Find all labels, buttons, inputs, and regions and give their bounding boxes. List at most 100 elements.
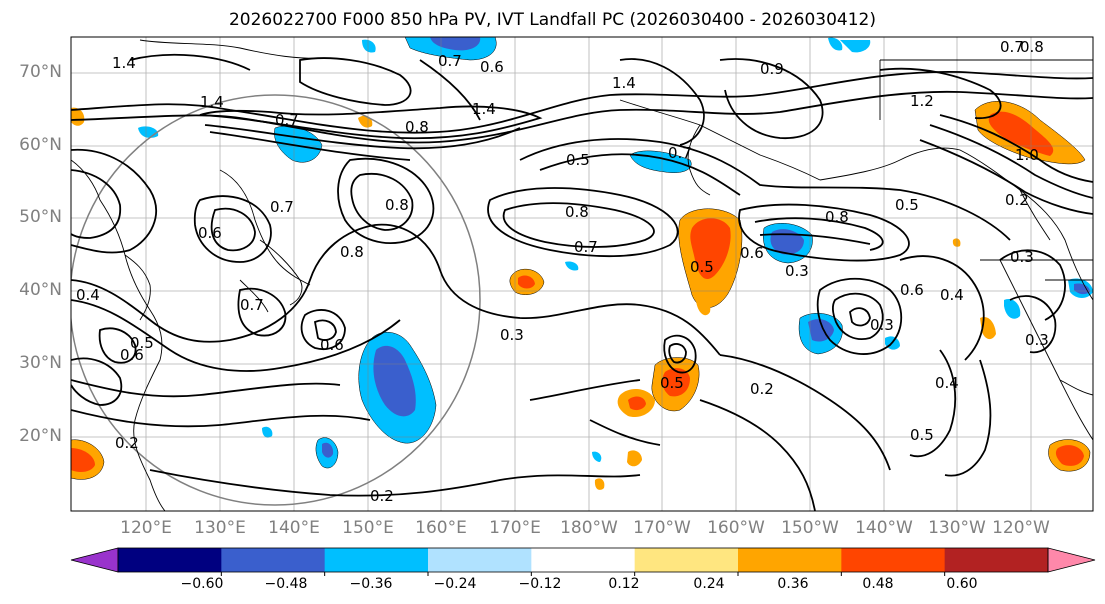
colorbar-tick-label: −0.36 xyxy=(349,576,393,592)
colorbar-bin xyxy=(324,548,429,572)
colorbar-tick-label: −0.48 xyxy=(264,576,308,592)
contour-label: 0.5 xyxy=(660,374,684,392)
colorbar xyxy=(70,547,1096,576)
contour-label: 0.3 xyxy=(1010,248,1034,266)
shade-positive xyxy=(594,478,605,490)
latitude-label: 30°N xyxy=(19,353,62,373)
colorbar-bin xyxy=(118,548,222,572)
colorbar-extend-max xyxy=(1047,547,1096,573)
shade-negative xyxy=(592,451,602,462)
latitude-label: 20°N xyxy=(19,426,62,446)
contour-label: 0.6 xyxy=(320,336,344,354)
shade-negative xyxy=(1074,283,1090,295)
longitude-label: 170°E xyxy=(489,518,541,538)
contour-label: 0.2 xyxy=(750,380,774,398)
longitude-label: 130°W xyxy=(928,518,986,538)
latitude-label: 40°N xyxy=(19,280,62,300)
shade-positive xyxy=(628,396,646,411)
contour-label: 0.7 xyxy=(668,144,692,162)
colorbar-bin xyxy=(634,548,739,572)
contour-label: 0.9 xyxy=(760,60,784,78)
contour-label: 0.7 xyxy=(438,52,462,70)
shade-positive xyxy=(690,218,731,280)
contour-label: 0.6 xyxy=(198,224,222,242)
contour-label: 0.5 xyxy=(130,334,154,352)
colorbar-bin xyxy=(428,548,532,572)
contour-label: 0.8 xyxy=(385,196,409,214)
contour-label: 0.3 xyxy=(1025,331,1049,349)
contour-label: 0.3 xyxy=(785,262,809,280)
shade-negative xyxy=(565,261,579,271)
contour-label: 0.6 xyxy=(120,346,144,364)
contour-label: 0.8 xyxy=(405,118,429,136)
contour-label: 1.4 xyxy=(472,100,496,118)
longitude-label: 150°W xyxy=(781,518,839,538)
latitude-label: 50°N xyxy=(19,207,62,227)
shade-positive xyxy=(1055,445,1084,466)
latitude-label: 70°N xyxy=(19,62,62,82)
contour-label: 1.4 xyxy=(200,93,224,111)
colorbar-tick-label: 0.60 xyxy=(946,576,978,592)
contour-label: 0.3 xyxy=(870,316,894,334)
shade-positive xyxy=(518,275,535,289)
longitude-label: 160°E xyxy=(415,518,467,538)
colorbar-bin xyxy=(841,548,946,572)
range-circle xyxy=(71,94,481,506)
contour-label: 0.7 xyxy=(1000,38,1024,56)
shade-negative xyxy=(1004,298,1021,319)
contour-label: 0.7 xyxy=(275,111,299,129)
contour-label: 0.6 xyxy=(480,58,504,76)
contour-label: 0.8 xyxy=(1020,38,1044,56)
contour-label: 0.3 xyxy=(500,326,524,344)
longitude-label: 170°W xyxy=(633,518,691,538)
colorbar-tick-label: −0.12 xyxy=(518,576,562,592)
shade-negative xyxy=(430,37,481,51)
coastlines xyxy=(71,39,1093,511)
contour-label: 0.7 xyxy=(270,198,294,216)
pv-contours xyxy=(71,53,1093,511)
colorbar-bin xyxy=(531,548,636,572)
shade-negative xyxy=(322,442,334,458)
contour-label: 0.4 xyxy=(76,286,100,304)
longitude-label: 180°W xyxy=(560,518,618,538)
shade-positive xyxy=(358,115,373,128)
contour-label: 0.7 xyxy=(240,296,264,314)
shade-positive xyxy=(662,368,690,397)
contour-label: 0.7 xyxy=(574,238,598,256)
colorbar-tick-label: 0.48 xyxy=(862,576,894,592)
map-background xyxy=(71,37,1093,511)
contour-label: 0.6 xyxy=(740,244,764,262)
contour-label: 0.8 xyxy=(340,243,364,261)
contour-label: 1.4 xyxy=(112,54,136,72)
shade-negative xyxy=(840,40,871,53)
contour-label: 0.6 xyxy=(900,281,924,299)
longitude-label: 140°E xyxy=(268,518,320,538)
longitude-label: 130°E xyxy=(194,518,246,538)
contour-label: 0.5 xyxy=(690,258,714,276)
colorbar-tick-label: 0.36 xyxy=(777,576,809,592)
latitude-label: 60°N xyxy=(19,135,62,155)
colorbar-tick-label: 0.24 xyxy=(693,576,725,592)
contour-label: 0.8 xyxy=(565,203,589,221)
shade-negative xyxy=(770,229,804,255)
shade-positive xyxy=(71,448,95,473)
colorbar-tick-label: −0.24 xyxy=(433,576,477,592)
longitude-label: 140°W xyxy=(855,518,913,538)
contour-label: 0.5 xyxy=(895,196,919,214)
contour-label: 0.8 xyxy=(825,208,849,226)
colorbar-tick-label: −0.60 xyxy=(180,576,224,592)
shade-negative xyxy=(828,37,843,51)
colorbar-bin xyxy=(738,548,842,572)
shade-negative xyxy=(262,426,273,438)
contour-label: 0.2 xyxy=(370,487,394,505)
shade-positive xyxy=(627,450,642,467)
colorbar-bin xyxy=(221,548,326,572)
contour-label: 0.4 xyxy=(935,374,959,392)
contour-label: 0.2 xyxy=(1005,191,1029,209)
shade-positive xyxy=(71,107,85,126)
contour-label: 1.2 xyxy=(910,92,934,110)
colorbar-tick-label: 0.12 xyxy=(608,576,640,592)
